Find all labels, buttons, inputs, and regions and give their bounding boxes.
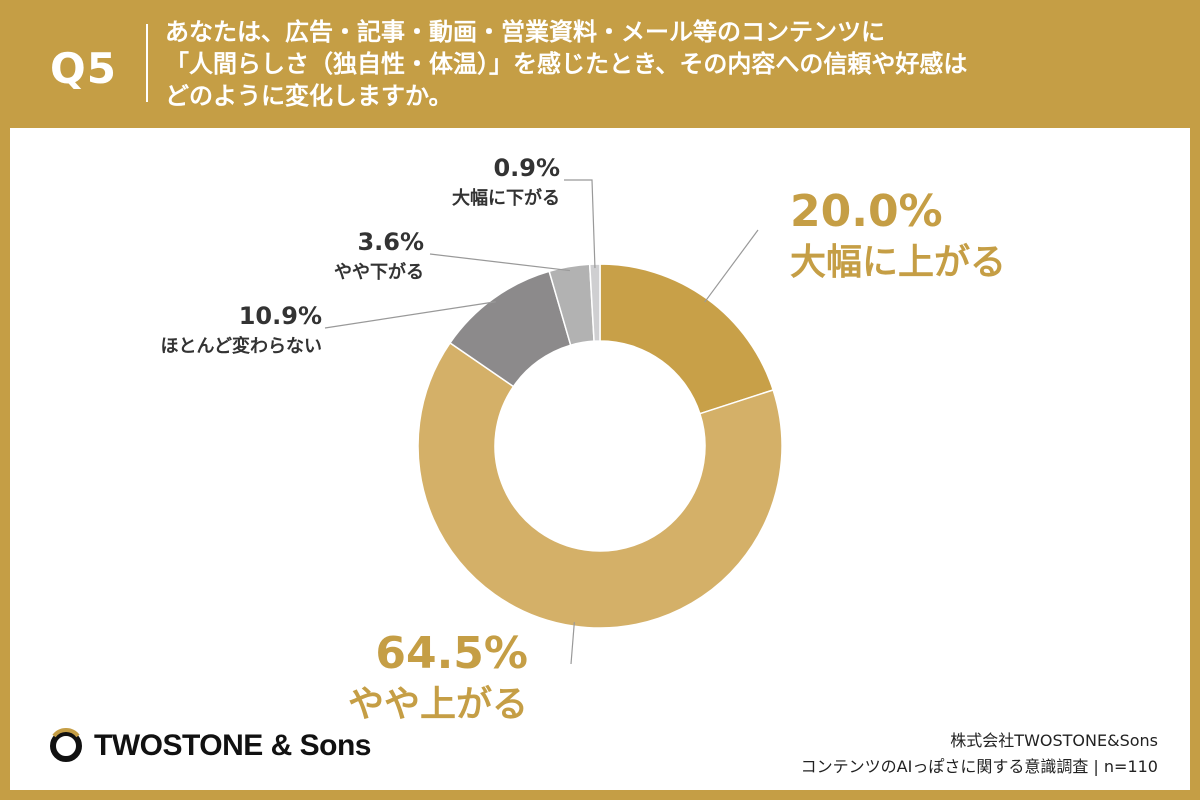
question-line-3: どのように変化しますか。 xyxy=(165,82,453,110)
category-label-1: 大幅に上がる xyxy=(790,242,1006,283)
leader-line-3 xyxy=(324,301,496,329)
value-label-1: 20.0% xyxy=(790,186,943,237)
donut-slice-2 xyxy=(417,341,783,629)
footer-company: 株式会社TWOSTONE&Sons xyxy=(950,731,1158,750)
category-label-2: やや上がる xyxy=(348,684,528,725)
footer-survey: コンテンツのAIっぽさに関する意識調査 | n=110 xyxy=(800,757,1158,776)
value-label-3: 10.9% xyxy=(239,302,322,330)
brand-name: TWOSTONE & Sons xyxy=(94,729,371,762)
category-label-4: やや下がる xyxy=(334,261,424,283)
leader-line-4 xyxy=(429,253,570,272)
chart-panel: 20.0% 大幅に上がる 64.5% やや上がる 10.9% ほとんど変わらない 3.6% や… xyxy=(10,128,1190,790)
question-divider xyxy=(146,24,148,102)
brand: TWOSTONE & Sons xyxy=(48,728,371,764)
question-line-1: あなたは、広告・記事・動画・営業資料・メール等のコンテンツに xyxy=(165,18,885,46)
category-label-3: ほとんど変わらない xyxy=(161,335,322,357)
donut-slice-1 xyxy=(599,263,775,415)
value-label-2: 64.5% xyxy=(375,628,528,679)
question-line-2: 「人間らしさ（独自性・体温）」を感じたとき、その内容への信頼や好感は xyxy=(165,50,968,78)
leader-line-1 xyxy=(704,229,759,303)
value-label-5: 0.9% xyxy=(493,154,560,182)
circle-logo-icon xyxy=(50,728,82,762)
value-label-4: 3.6% xyxy=(357,228,424,256)
donut-slice-5 xyxy=(588,263,601,342)
donut-chart: 20.0% 大幅に上がる 64.5% やや上がる 10.9% ほとんど変わらない 3.6% や… xyxy=(161,154,1006,725)
question-text: あなたは、広告・記事・動画・営業資料・メール等のコンテンツに 「人間らしさ（独自… xyxy=(165,16,1185,112)
category-label-5: 大幅に下がる xyxy=(452,187,560,209)
header: Q5 あなたは、広告・記事・動画・営業資料・メール等のコンテンツに 「人間らしさ… xyxy=(0,0,1200,128)
question-number: Q5 xyxy=(50,44,117,93)
footer: 株式会社TWOSTONE&Sons コンテンツのAIっぽさに関する意識調査 | … xyxy=(801,728,1158,780)
leader-line-2 xyxy=(570,622,575,665)
leader-line-5 xyxy=(564,179,596,269)
